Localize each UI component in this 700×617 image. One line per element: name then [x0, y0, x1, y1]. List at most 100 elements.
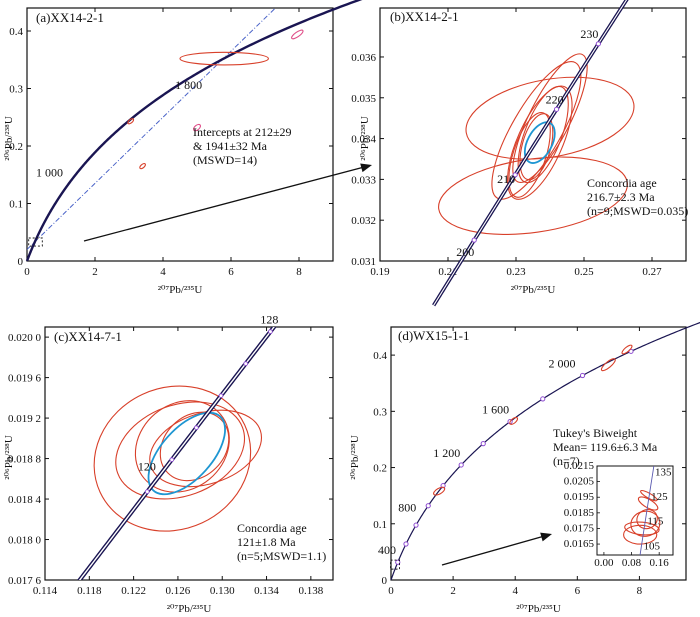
age-marker — [425, 503, 431, 509]
error-ellipse — [291, 29, 304, 40]
error-ellipse — [134, 400, 230, 493]
error-ellipse — [512, 53, 588, 184]
x-tick-label: 0.138 — [298, 585, 323, 597]
age-label: 210 — [497, 172, 515, 186]
age-marker — [395, 559, 401, 565]
age-label: 220 — [546, 92, 564, 106]
inset-age-label: 125 — [651, 491, 668, 503]
concordia-curve — [390, 321, 700, 581]
age-marker — [595, 41, 601, 47]
annotation-line: (MSWD=14) — [193, 153, 257, 167]
error-ellipse — [624, 521, 660, 536]
error-ellipse — [621, 344, 633, 355]
concordia-curve — [25, 0, 363, 262]
error-ellipse — [93, 385, 252, 532]
y-tick-label: 0.018 4 — [8, 494, 42, 506]
x-axis-label: ²⁰⁷Pb/²³⁵U — [167, 603, 212, 615]
y-tick-label: 0.4 — [373, 350, 387, 362]
age-label: 128 — [260, 313, 278, 327]
annotation-line: (n=7) — [553, 454, 580, 468]
inset-frame — [596, 465, 674, 556]
y-tick-label: 0.2 — [373, 463, 387, 475]
x-tick-label: 0.23 — [506, 266, 526, 278]
y-tick-label: 0.1 — [373, 519, 387, 531]
y-tick-label: 0 — [18, 256, 24, 268]
age-label: 200 — [456, 245, 474, 259]
concordia-curve-outer — [432, 0, 629, 307]
age-label: 1 800 — [175, 78, 202, 92]
y-tick-label: 0.020 0 — [8, 332, 42, 344]
x-tick-label: 4 — [160, 266, 166, 278]
x-tick-label: 2 — [92, 266, 98, 278]
age-label: 800 — [398, 501, 416, 515]
age-label: 230 — [580, 27, 598, 41]
x-tick-label: 0 — [388, 585, 394, 597]
panel-c: 0.114 0.118 0.122 0.126 0.130 0.134 0.138 0.017… — [3, 313, 334, 615]
age-label: 120 — [138, 460, 156, 474]
error-ellipse — [523, 121, 556, 164]
y-tick-label: 0.1 — [9, 199, 23, 211]
error-ellipse — [600, 358, 616, 372]
panel-a: 0 2 4 6 8 0 0.1 0.2 0.3 0.4 1 000 1 800 (a)XX14-2-1 I… — [3, 0, 363, 296]
error-ellipse — [630, 510, 661, 537]
age-label: 2 000 — [549, 356, 576, 370]
annotation-line: Concordia age — [587, 176, 657, 190]
age-marker — [480, 441, 486, 447]
y-tick-label: 0.4 — [9, 26, 23, 38]
age-marker — [413, 522, 419, 528]
y-tick-label: 0 — [382, 575, 388, 587]
inset-x-tick-label: 0.16 — [650, 557, 670, 569]
age-marker — [553, 106, 560, 112]
annotation-line: Mean= 119.6±6.3 Ma — [553, 440, 658, 454]
arrow-head — [540, 532, 552, 542]
x-tick-label: 8 — [637, 585, 643, 597]
x-tick-label: 0.114 — [33, 585, 58, 597]
inset-x-tick-label: 0.08 — [622, 557, 642, 569]
y-axis-label: ²⁰⁶Pb/²³⁸U — [349, 435, 361, 480]
panel-title: (d)WX15-1-1 — [398, 328, 469, 343]
x-tick-label: 4 — [512, 585, 518, 597]
y-tick-label: 0.035 — [351, 93, 376, 105]
age-marker — [403, 541, 409, 547]
inset-plot: 0.00 0.08 0.16 0.0165 0.0175 0.0185 0.0195 0.02… — [564, 460, 674, 569]
annotation-line: (n=5;MSWD=1.1) — [237, 549, 326, 563]
age-marker — [194, 425, 199, 430]
x-tick-label: 8 — [296, 266, 302, 278]
age-marker — [471, 237, 477, 243]
x-axis-label: ²⁰⁷Pb/²³⁵U — [158, 284, 203, 296]
panel-b: 0.19 0.21 0.23 0.25 0.270.0310.0320.0330.034… — [351, 0, 688, 307]
x-tick-label: 0.130 — [210, 585, 235, 597]
concordia-curve-inner — [433, 0, 628, 306]
inset-concordia — [639, 466, 655, 555]
error-ellipse — [139, 163, 146, 170]
annotation-line: 121±1.8 Ma — [237, 535, 296, 549]
error-ellipse — [147, 411, 226, 496]
age-marker — [512, 172, 518, 178]
arrow-line — [441, 534, 549, 566]
inset-age-label: 115 — [647, 516, 664, 528]
error-ellipse — [159, 411, 230, 482]
x-tick-label: 0.25 — [574, 266, 594, 278]
y-tick-label: 0.2 — [9, 141, 23, 153]
plot-frame — [44, 326, 334, 581]
x-tick-label: 6 — [575, 585, 581, 597]
error-ellipse — [623, 524, 658, 545]
y-tick-label: 0.034 — [351, 134, 376, 146]
inset-y-tick-label: 0.0195 — [564, 491, 595, 503]
inset-y-tick-label: 0.0165 — [564, 538, 595, 550]
x-tick-label: 0.134 — [254, 585, 279, 597]
zoom-box — [390, 559, 401, 570]
y-axis-label: ²⁰⁶Pb/²³⁸U — [3, 435, 15, 480]
y-tick-label: 0.018 8 — [8, 454, 42, 466]
error-ellipse — [636, 508, 658, 530]
x-tick-label: 0.122 — [121, 585, 146, 597]
age-marker — [579, 372, 586, 379]
error-ellipse — [192, 123, 202, 132]
zoom-box — [28, 237, 43, 247]
inset-age-label: 135 — [655, 466, 672, 478]
inset-y-tick-label: 0.0205 — [564, 476, 595, 488]
x-tick-label: 0.126 — [166, 585, 191, 597]
y-tick-label: 0.019 6 — [8, 373, 42, 385]
error-ellipse — [433, 486, 446, 496]
